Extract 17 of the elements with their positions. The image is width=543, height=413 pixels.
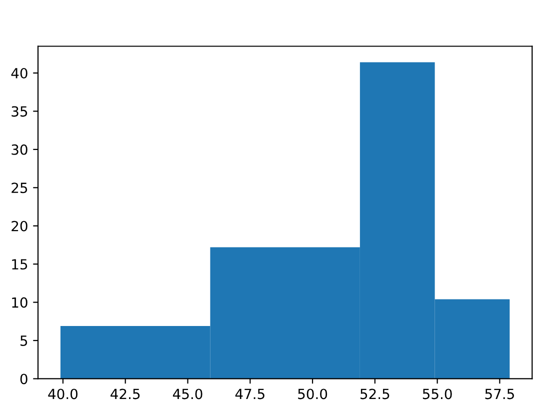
x-tick-label: 47.5 [235, 388, 264, 400]
x-tick-label: 40.0 [48, 388, 78, 400]
y-tick-label: 20 [12, 220, 28, 232]
y-tick-label: 25 [12, 182, 28, 194]
x-tick-label: 57.5 [485, 388, 514, 400]
y-tick-label: 35 [12, 106, 28, 117]
y-tick-label: 0 [20, 374, 28, 384]
y-tick-label: 5 [20, 336, 28, 346]
x-tick-label: 55.0 [422, 388, 452, 400]
x-tick-label: 52.5 [360, 388, 390, 400]
y-tick-label: 10 [12, 297, 28, 308]
y-tick-label: 30 [12, 144, 28, 155]
y-tick-label: 15 [12, 259, 28, 270]
x-tick-label: 45.0 [172, 388, 202, 400]
x-tick-label: 42.5 [110, 388, 140, 400]
x-tick-label: 50.0 [298, 388, 328, 400]
y-tick-label: 40 [11, 68, 28, 78]
